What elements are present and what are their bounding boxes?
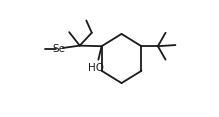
Text: HO: HO [88, 63, 104, 73]
Text: Se: Se [52, 44, 65, 54]
